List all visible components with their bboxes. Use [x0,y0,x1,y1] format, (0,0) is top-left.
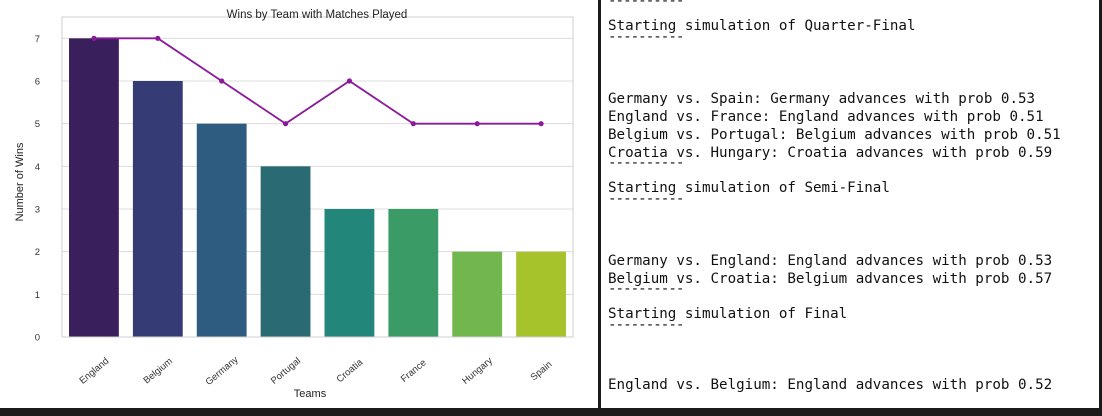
bar-hungary [452,251,503,337]
wins-chart: 0 1 2 3 4 5 6 7 England Belgium Germany Portugal Cr… [14,9,574,400]
y-tick-label: 0 [35,333,40,344]
x-ticks: England Belgium Germany Portugal Croatia Fran… [77,354,554,388]
x-tick-label: England [77,356,111,387]
line-point [410,121,416,127]
x-tick-label: Hungary [460,355,495,387]
log-line: England vs. France: England advances wit… [608,109,1044,125]
x-tick-label: Germany [204,354,241,388]
x-tick-label: Croatia [335,357,366,386]
y-tick-label: 1 [35,290,40,301]
x-tick-label: Spain [529,359,555,383]
log-line: Starting simulation of Quarter-Final [608,18,916,34]
bar-croatia [324,209,375,337]
y-tick-label: 5 [35,119,40,130]
bars [69,38,566,338]
line-point [91,35,97,41]
y-tick-label: 7 [35,34,40,45]
line-point [346,78,353,84]
log-line: Starting simulation of Final [608,306,848,322]
x-tick-label: Portugal [269,355,303,386]
log-line: Germany vs. England: England advances wi… [608,253,1053,269]
y-tick-label: 2 [35,247,40,258]
simulation-log: ---------- Starting simulation of Quarter… [601,0,1099,408]
bar-england [69,38,119,337]
bar-portugal [260,166,311,337]
y-tick-label: 3 [35,205,40,216]
log-separator: ---------- [608,281,684,297]
x-tick-label: Belgium [142,356,175,387]
log-separator: ---------- [608,155,684,171]
line-point [282,121,289,127]
log-line: England vs. Belgium: England advances wi… [608,377,1053,393]
matches-line-path [93,37,542,125]
log-line: Belgium vs. Portugal: Belgium advances w… [608,127,1061,143]
chart-panel: 0 1 2 3 4 5 6 7 England Belgium Germany Portugal Cr… [0,0,598,408]
y-tick-label: 6 [35,77,40,88]
log-separator: ---------- [608,0,684,9]
log-line: Belgium vs. Croatia: Belgium advances wi… [608,271,1053,287]
line-point [474,121,480,127]
log-line: Starting simulation of Semi-Final [608,180,890,196]
bar-germany [196,123,247,338]
log-line: Croatia vs. Hungary: Croatia advances wi… [608,145,1053,161]
y-tick-label: 4 [35,162,40,173]
line-point [155,35,161,41]
line-point [219,78,225,84]
x-axis-label: Teams [294,388,327,400]
bar-spain [516,251,566,337]
bar-belgium [132,81,183,337]
line-point [538,121,544,127]
chart-title: Wins by Team with Matches Played [227,9,408,21]
bar-france [388,209,439,337]
log-separator: ---------- [608,29,684,45]
y-ticks: 0 1 2 3 4 5 6 7 [35,34,40,344]
x-tick-label: France [399,357,429,384]
log-separator: ---------- [608,191,684,207]
log-separator: ---------- [608,317,684,333]
log-line: Germany vs. Spain: Germany advances with… [608,91,1036,107]
y-axis-label: Number of Wins [14,142,26,221]
plot-frame [61,16,574,338]
matches-line [91,35,544,127]
